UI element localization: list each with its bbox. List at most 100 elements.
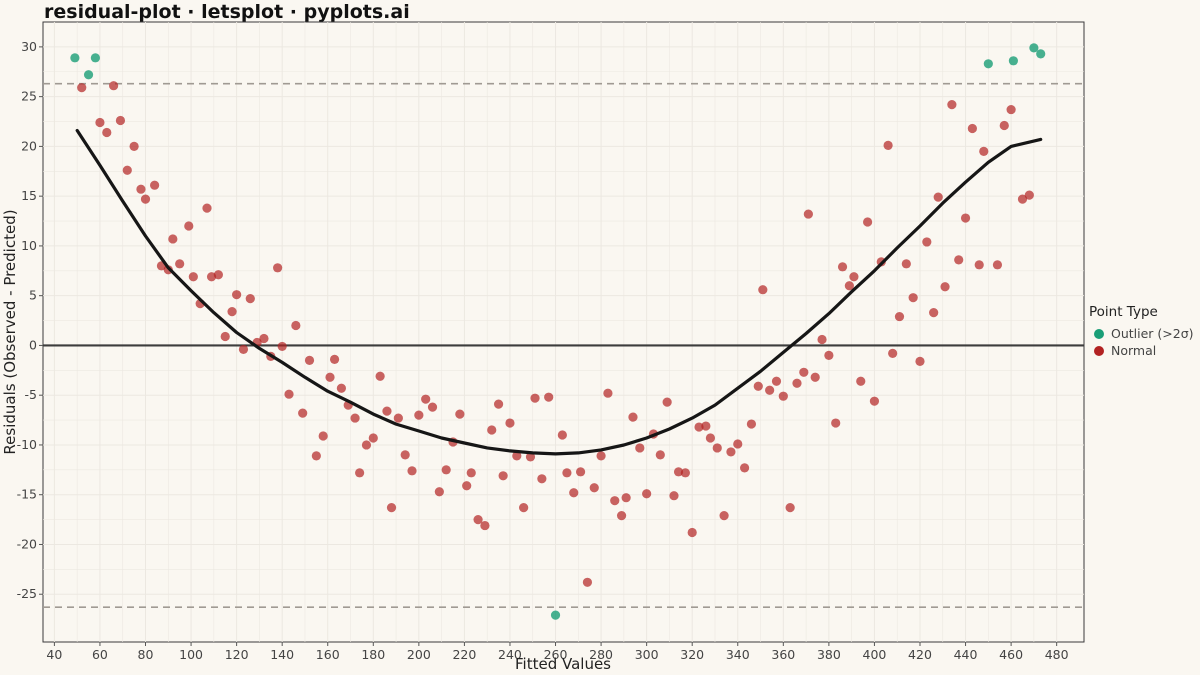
point-outlier xyxy=(550,610,561,620)
y-tick-label: 20 xyxy=(21,138,37,153)
y-axis-label: Residuals (Observed - Predicted) xyxy=(1,209,19,454)
point-normal xyxy=(1017,194,1028,204)
point-normal xyxy=(505,418,515,428)
x-tick-label: 340 xyxy=(726,647,750,662)
point-normal xyxy=(298,408,308,418)
x-tick-label: 460 xyxy=(999,647,1023,662)
point-outlier xyxy=(70,53,80,63)
x-tick-label: 240 xyxy=(498,647,522,662)
x-tick-label: 80 xyxy=(138,647,154,662)
y-tick-label: 0 xyxy=(29,337,37,352)
point-normal xyxy=(655,450,665,460)
point-normal xyxy=(284,389,294,399)
point-normal xyxy=(596,451,606,461)
point-normal xyxy=(922,237,932,247)
x-tick-label: 280 xyxy=(589,647,613,662)
point-normal xyxy=(569,488,579,498)
point-normal xyxy=(726,447,736,457)
point-normal xyxy=(705,433,716,443)
point-normal xyxy=(202,203,212,213)
point-outlier xyxy=(83,70,94,80)
point-normal xyxy=(954,255,964,265)
point-normal xyxy=(785,503,795,513)
point-normal xyxy=(739,463,750,473)
reference-lines xyxy=(43,82,1084,608)
point-normal xyxy=(694,422,704,432)
x-tick-label: 480 xyxy=(1045,647,1069,662)
point-normal xyxy=(557,430,567,440)
point-normal xyxy=(232,290,242,300)
point-normal xyxy=(810,372,820,382)
x-tick-label: 200 xyxy=(407,647,431,662)
point-normal xyxy=(844,281,854,291)
smooth-curve-layer xyxy=(75,128,1043,456)
point-normal xyxy=(455,409,465,419)
legend-background xyxy=(1087,300,1197,362)
y-axis-ticks: -25 -20 -15 -10 -5 0 5 10 15 20 25 30 xyxy=(17,39,43,601)
point-normal xyxy=(960,213,971,223)
point-normal xyxy=(434,487,444,497)
point-normal xyxy=(940,282,950,292)
point-normal xyxy=(901,259,911,269)
smooth-curve xyxy=(75,128,1043,456)
chart-title: residual-plot · letsplot · pyplots.ai xyxy=(44,1,410,23)
point-normal xyxy=(883,140,893,151)
point-normal xyxy=(680,468,690,478)
x-tick-label: 60 xyxy=(92,647,108,662)
point-normal xyxy=(361,440,372,450)
point-normal xyxy=(277,341,287,352)
point-normal xyxy=(915,356,925,366)
point-normal xyxy=(869,396,880,406)
point-normal xyxy=(238,344,249,355)
point-normal xyxy=(259,333,269,344)
legend-normal-marker xyxy=(1094,346,1104,356)
point-normal xyxy=(386,503,397,513)
y-tick-label: 15 xyxy=(21,188,37,203)
point-normal xyxy=(122,165,132,175)
point-normal xyxy=(77,83,87,93)
point-normal xyxy=(792,378,802,388)
plot-panel xyxy=(42,21,1085,643)
point-normal xyxy=(603,388,613,398)
point-normal xyxy=(95,117,105,128)
y-tick-label: -20 xyxy=(17,536,37,551)
x-tick-label: 400 xyxy=(863,647,887,662)
point-normal xyxy=(687,527,697,538)
point-normal xyxy=(933,192,943,202)
point-normal xyxy=(498,471,508,481)
x-tick-label: 160 xyxy=(316,647,340,662)
point-normal xyxy=(129,141,139,151)
point-normal xyxy=(329,354,340,364)
point-normal xyxy=(771,376,782,386)
point-normal xyxy=(304,355,315,365)
point-normal xyxy=(908,293,918,303)
point-normal xyxy=(974,260,984,270)
x-tick-label: 320 xyxy=(680,647,704,662)
point-normal xyxy=(487,425,497,435)
point-normal xyxy=(245,294,255,304)
point-normal xyxy=(778,391,788,401)
x-tick-label: 40 xyxy=(46,647,62,662)
point-normal xyxy=(894,311,905,322)
point-normal xyxy=(311,451,321,461)
y-tick-label: 30 xyxy=(21,39,37,54)
point-normal xyxy=(662,397,672,407)
point-normal xyxy=(621,493,631,503)
x-tick-label: 220 xyxy=(452,647,476,662)
point-normal xyxy=(642,489,652,499)
point-normal xyxy=(929,307,939,318)
point-normal xyxy=(862,217,873,227)
point-normal xyxy=(733,439,743,449)
point-normal xyxy=(712,443,722,453)
point-normal xyxy=(947,100,957,110)
point-normal xyxy=(480,520,490,531)
point-normal xyxy=(102,127,112,138)
legend: Point Type Outlier (>2σ) Normal xyxy=(1087,300,1197,362)
point-normal xyxy=(817,334,827,345)
point-normal xyxy=(635,443,645,453)
point-normal xyxy=(888,348,898,358)
point-normal xyxy=(758,285,768,295)
point-normal xyxy=(136,184,146,194)
point-normal xyxy=(466,468,476,478)
